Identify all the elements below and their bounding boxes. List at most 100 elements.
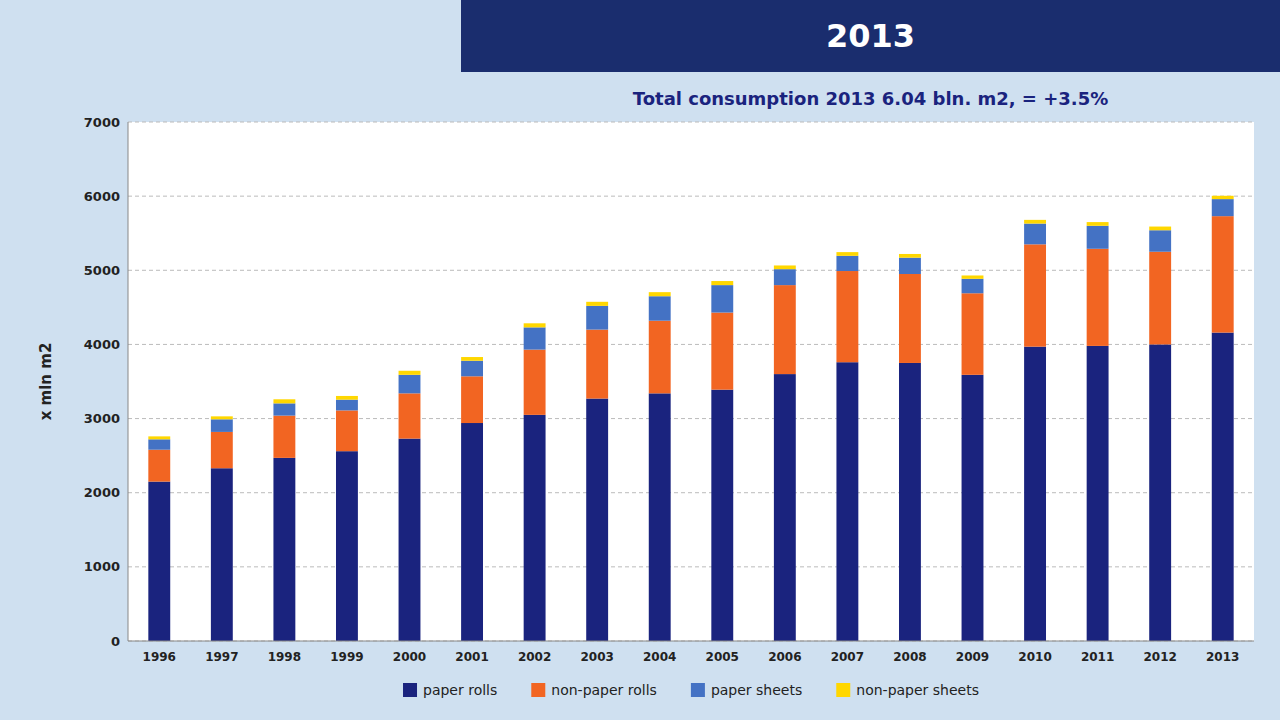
x-tick-label: 2011 [1081, 650, 1114, 664]
subtitle: 2013 [826, 17, 915, 55]
title: Total consumption 2013 6.04 bln. m2, = +… [633, 88, 1108, 109]
grid-line [128, 566, 1254, 567]
bar-segment [524, 323, 546, 327]
bar-segment [211, 432, 233, 468]
legend: paper rollsnon-paper rollspaper sheetsno… [403, 682, 979, 698]
grid-line [128, 492, 1254, 493]
bar-segment [899, 274, 921, 363]
x-tick-label: 1996 [143, 650, 176, 664]
bar-segment [273, 403, 295, 415]
y-tick-label: 0 [111, 634, 120, 649]
bar-segment [1212, 216, 1234, 332]
x-tick-label: 2008 [893, 650, 926, 664]
bar-segment [461, 376, 483, 423]
grid-line [128, 270, 1254, 271]
bar-segment [148, 439, 170, 449]
bar-segment [1087, 222, 1109, 226]
bar-segment [524, 415, 546, 641]
bar-segment [836, 256, 858, 271]
bar-segment [399, 371, 421, 375]
bar-segment [711, 390, 733, 641]
y-axis-line [128, 122, 129, 641]
bar-segment [1212, 196, 1234, 199]
bar-segment [586, 399, 608, 641]
bar-segment [461, 423, 483, 641]
bar-segment [524, 327, 546, 349]
y-tick-label: 7000 [84, 115, 120, 130]
bar-segment [649, 292, 671, 296]
bar-segment [962, 293, 984, 375]
grid-line [128, 418, 1254, 419]
bar-segment [586, 302, 608, 306]
y-axis-label: x mln m2 [37, 343, 55, 421]
bar-segment [148, 450, 170, 482]
x-tick-label: 2004 [643, 650, 676, 664]
bar-segment [1212, 199, 1234, 216]
bar-segment [711, 313, 733, 390]
plot-background [128, 122, 1254, 641]
legend-item: paper rolls [403, 682, 497, 698]
bars [148, 196, 1233, 641]
bar-segment [1212, 333, 1234, 641]
bar-segment [962, 375, 984, 641]
bar-segment [148, 436, 170, 439]
legend-swatch [403, 683, 417, 697]
bar-segment [962, 279, 984, 293]
bar-segment [211, 419, 233, 432]
bar-segment [273, 416, 295, 458]
bar-segment [649, 321, 671, 394]
bar-segment [1149, 252, 1171, 345]
bar-segment [586, 330, 608, 399]
bar-segment [1024, 347, 1046, 641]
bar-segment [211, 416, 233, 419]
x-axis-line [128, 641, 1254, 642]
bar-segment [336, 451, 358, 641]
bar-segment [1087, 249, 1109, 346]
bar-segment [399, 375, 421, 394]
legend-label: paper sheets [711, 682, 802, 698]
background [0, 0, 1280, 720]
bar-segment [649, 393, 671, 641]
y-tick-label: 3000 [84, 411, 120, 426]
x-tick-label: 2001 [455, 650, 488, 664]
bar-segment [836, 252, 858, 256]
bar-segment [836, 271, 858, 362]
legend-swatch [531, 683, 545, 697]
legend-item: non-paper rolls [531, 682, 657, 698]
bar-segment [461, 357, 483, 361]
bar-segment [399, 393, 421, 438]
x-tick-label: 2006 [768, 650, 801, 664]
bar-segment [1024, 244, 1046, 346]
bar-segment [774, 374, 796, 641]
bar-segment [461, 361, 483, 377]
y-tick-label: 1000 [84, 559, 120, 574]
bar-segment [211, 468, 233, 641]
bar-segment [774, 269, 796, 285]
grid-line [128, 196, 1254, 197]
bar-segment [336, 396, 358, 400]
x-tick-label: 1997 [205, 650, 238, 664]
legend-label: non-paper rolls [551, 682, 657, 698]
y-tick-label: 5000 [84, 263, 120, 278]
bar-segment [899, 258, 921, 274]
x-tick-label: 1998 [268, 650, 301, 664]
x-tick-label: 2013 [1206, 650, 1239, 664]
x-tick-label: 2010 [1018, 650, 1051, 664]
legend-swatch [691, 683, 705, 697]
bar-segment [1024, 224, 1046, 245]
bar-segment [273, 458, 295, 641]
bar-segment [899, 254, 921, 258]
bar-segment [399, 439, 421, 641]
bar-segment [711, 281, 733, 285]
x-tick-label: 2012 [1143, 650, 1176, 664]
bar-segment [1149, 344, 1171, 641]
bar-segment [962, 275, 984, 278]
grid [128, 122, 1254, 641]
y-tick-label: 4000 [84, 337, 120, 352]
y-tick-label: 6000 [84, 189, 120, 204]
bar-segment [899, 363, 921, 641]
x-tick-label: 1999 [330, 650, 363, 664]
y-tick-label: 2000 [84, 485, 120, 500]
bar-segment [586, 306, 608, 330]
x-tick-label: 2007 [831, 650, 864, 664]
